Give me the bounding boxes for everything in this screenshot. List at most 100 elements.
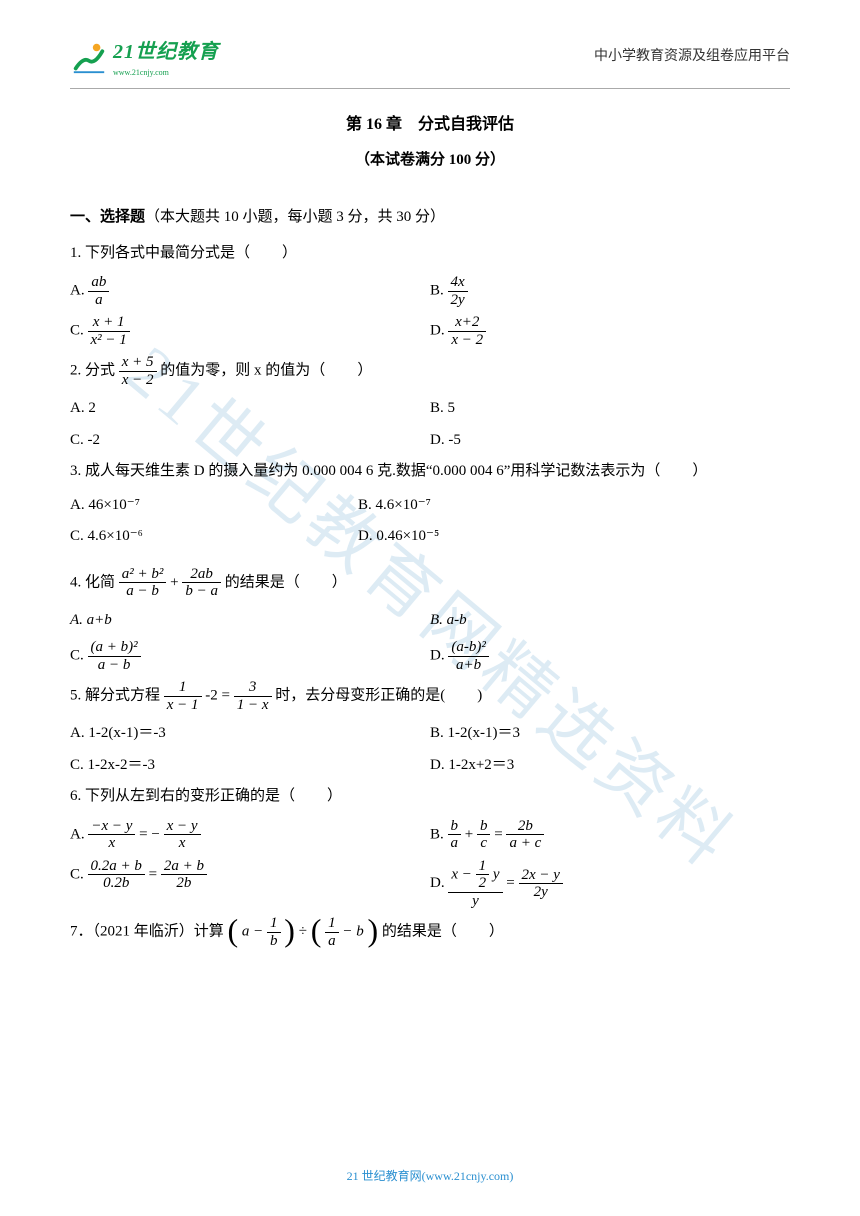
q5-opt-c: C. 1-2x-2＝-3: [70, 753, 430, 779]
q6-opt-c: C. 0.2a + b0.2b = 2a + b2b: [70, 858, 430, 910]
fraction: 1b: [267, 915, 281, 949]
frac-den: a+b: [448, 656, 488, 674]
frac-den: 1 − x: [234, 696, 272, 714]
logo-main-text: 21世纪教育: [113, 35, 219, 69]
frac-den: x − 1: [164, 696, 202, 714]
equals-sign: =: [506, 875, 518, 891]
fraction: 31 − x: [234, 679, 272, 713]
frac-den: c: [477, 834, 491, 852]
frac-den: a: [325, 932, 339, 950]
frac-den: 2b: [161, 874, 207, 892]
opt-label: D.: [430, 875, 445, 891]
q1-opt-d: D. x+2x − 2: [430, 314, 790, 348]
q3-stem: 3. 成人每天维生素 D 的摄入量约为 0.000 004 6 克.数据“0.0…: [70, 463, 660, 479]
opt-label: B.: [430, 283, 444, 299]
frac-num: b: [448, 818, 462, 835]
frac-den: a: [88, 291, 109, 309]
fraction: 0.2a + b0.2b: [88, 858, 145, 892]
fraction: 4x2y: [448, 274, 468, 308]
opt-label: A.: [70, 283, 85, 299]
frac-den: a: [448, 834, 462, 852]
fraction: −x − yx: [88, 818, 135, 852]
frac-num: x + 1: [88, 314, 130, 331]
page-subtitle: （本试卷满分 100 分）: [70, 148, 790, 174]
question-2: 2. 分式 x + 5x − 2 的值为零，则 x 的值为（）: [70, 354, 790, 388]
page-content: 21世纪教育 www.21cnjy.com 中小学教育资源及组卷应用平台 第 1…: [0, 0, 860, 949]
q3-options: A. 46×10⁻⁷ B. 4.6×10⁻⁷: [70, 493, 790, 525]
frac-num: x − 12 y: [448, 858, 502, 892]
frac-num: ab: [88, 274, 109, 291]
q2-opt-c: C. -2: [70, 428, 430, 454]
opt-label: C.: [70, 323, 84, 339]
question-4: 4. 化简 a² + b²a − b + 2abb − a 的结果是（）: [70, 566, 790, 600]
q2-options: A. 2 B. 5 C. -2 D. -5: [70, 396, 790, 459]
opt-label: D.: [430, 323, 445, 339]
fraction: (a-b)²a+b: [448, 639, 488, 673]
header-right-text: 中小学教育资源及组卷应用平台: [594, 45, 790, 69]
frac-num: 4x: [448, 274, 468, 291]
footer-text-1: 21 世纪教育网: [347, 1169, 422, 1183]
fraction: x − 12 y y: [448, 858, 502, 910]
question-6: 6. 下列从左到右的变形正确的是（ ）: [70, 784, 790, 810]
frac-num: 2b: [506, 818, 544, 835]
section-1-bold: 一、选择题: [70, 209, 145, 225]
fraction: x+2x − 2: [448, 314, 486, 348]
q3-opt-a: A. 46×10⁻⁷: [70, 493, 358, 519]
fraction: a² + b²a − b: [119, 566, 167, 600]
equals-sign: =: [149, 866, 161, 882]
q4-opt-b: B. a-b: [430, 608, 790, 634]
q2-opt-d: D. -5: [430, 428, 790, 454]
q1-opt-c: C. x + 1x² − 1: [70, 314, 430, 348]
expr-part: x −: [451, 866, 475, 882]
expr-part: − b: [339, 924, 364, 940]
q3-opt-c: C. 4.6×10⁻⁶: [70, 524, 358, 550]
q3-opt-d: D. 0.46×10⁻⁵: [358, 524, 646, 550]
frac-num: 2ab: [182, 566, 221, 583]
opt-label: B.: [430, 826, 444, 842]
frac-num: 3: [234, 679, 272, 696]
frac-num: x+2: [448, 314, 486, 331]
q4-opt-d: D. (a-b)²a+b: [430, 639, 790, 673]
frac-den: x: [164, 834, 201, 852]
q4-post2: ）: [332, 574, 347, 590]
q3-options-2: C. 4.6×10⁻⁶ D. 0.46×10⁻⁵: [70, 524, 790, 556]
fraction: ba: [448, 818, 462, 852]
opt-label: A.: [70, 826, 85, 842]
fraction: aba: [88, 274, 109, 308]
q2-opt-b: B. 5: [430, 396, 790, 422]
frac-num: 1: [476, 858, 490, 875]
q3-opt-b: B. 4.6×10⁻⁷: [358, 493, 646, 519]
q1-opt-a: A. aba: [70, 274, 430, 308]
frac-num: a² + b²: [119, 566, 167, 583]
frac-den: a − b: [119, 582, 167, 600]
logo-sub-text: www.21cnjy.com: [113, 66, 219, 80]
question-5: 5. 解分式方程 1x − 1 -2 = 31 − x 时，去分母变形正确的是(…: [70, 679, 790, 713]
frac-num: 2x − y: [519, 867, 563, 884]
fraction: bc: [477, 818, 491, 852]
q2-opt-a: A. 2: [70, 396, 430, 422]
frac-num: 1: [164, 679, 202, 696]
frac-den: 2y: [448, 291, 468, 309]
q5-mid: -2 =: [205, 688, 230, 704]
fraction: x − yx: [164, 818, 201, 852]
fraction: 2a + b2b: [161, 858, 207, 892]
q7-pre: 7．（2021 年临沂）计算: [70, 924, 224, 940]
fraction: 2ba + c: [506, 818, 544, 852]
q3-stem2: ）: [692, 463, 707, 479]
q6-stem2: ）: [327, 788, 342, 804]
fraction: x + 1x² − 1: [88, 314, 130, 348]
q4-post: 的结果是（: [225, 574, 300, 590]
q5-options: A. 1-2(x-1)＝-3 B. 1-2(x-1)＝3 C. 1-2x-2＝-…: [70, 721, 790, 784]
q2-pre: 2. 分式: [70, 363, 115, 379]
q6-stem: 6. 下列从左到右的变形正确的是（: [70, 788, 295, 804]
logo-running-icon: [70, 38, 108, 76]
frac-den: 2: [476, 874, 490, 892]
fraction: (a + b)²a − b: [88, 639, 141, 673]
q5-post: 时，去分母变形正确的是(: [275, 688, 445, 704]
expr-part: y: [489, 866, 499, 882]
frac-den: a − b: [88, 656, 141, 674]
page-header: 21世纪教育 www.21cnjy.com 中小学教育资源及组卷应用平台: [70, 0, 790, 89]
frac-num: −x − y: [88, 818, 135, 835]
fraction: 1a: [325, 915, 339, 949]
q7-post2: ）: [489, 924, 504, 940]
